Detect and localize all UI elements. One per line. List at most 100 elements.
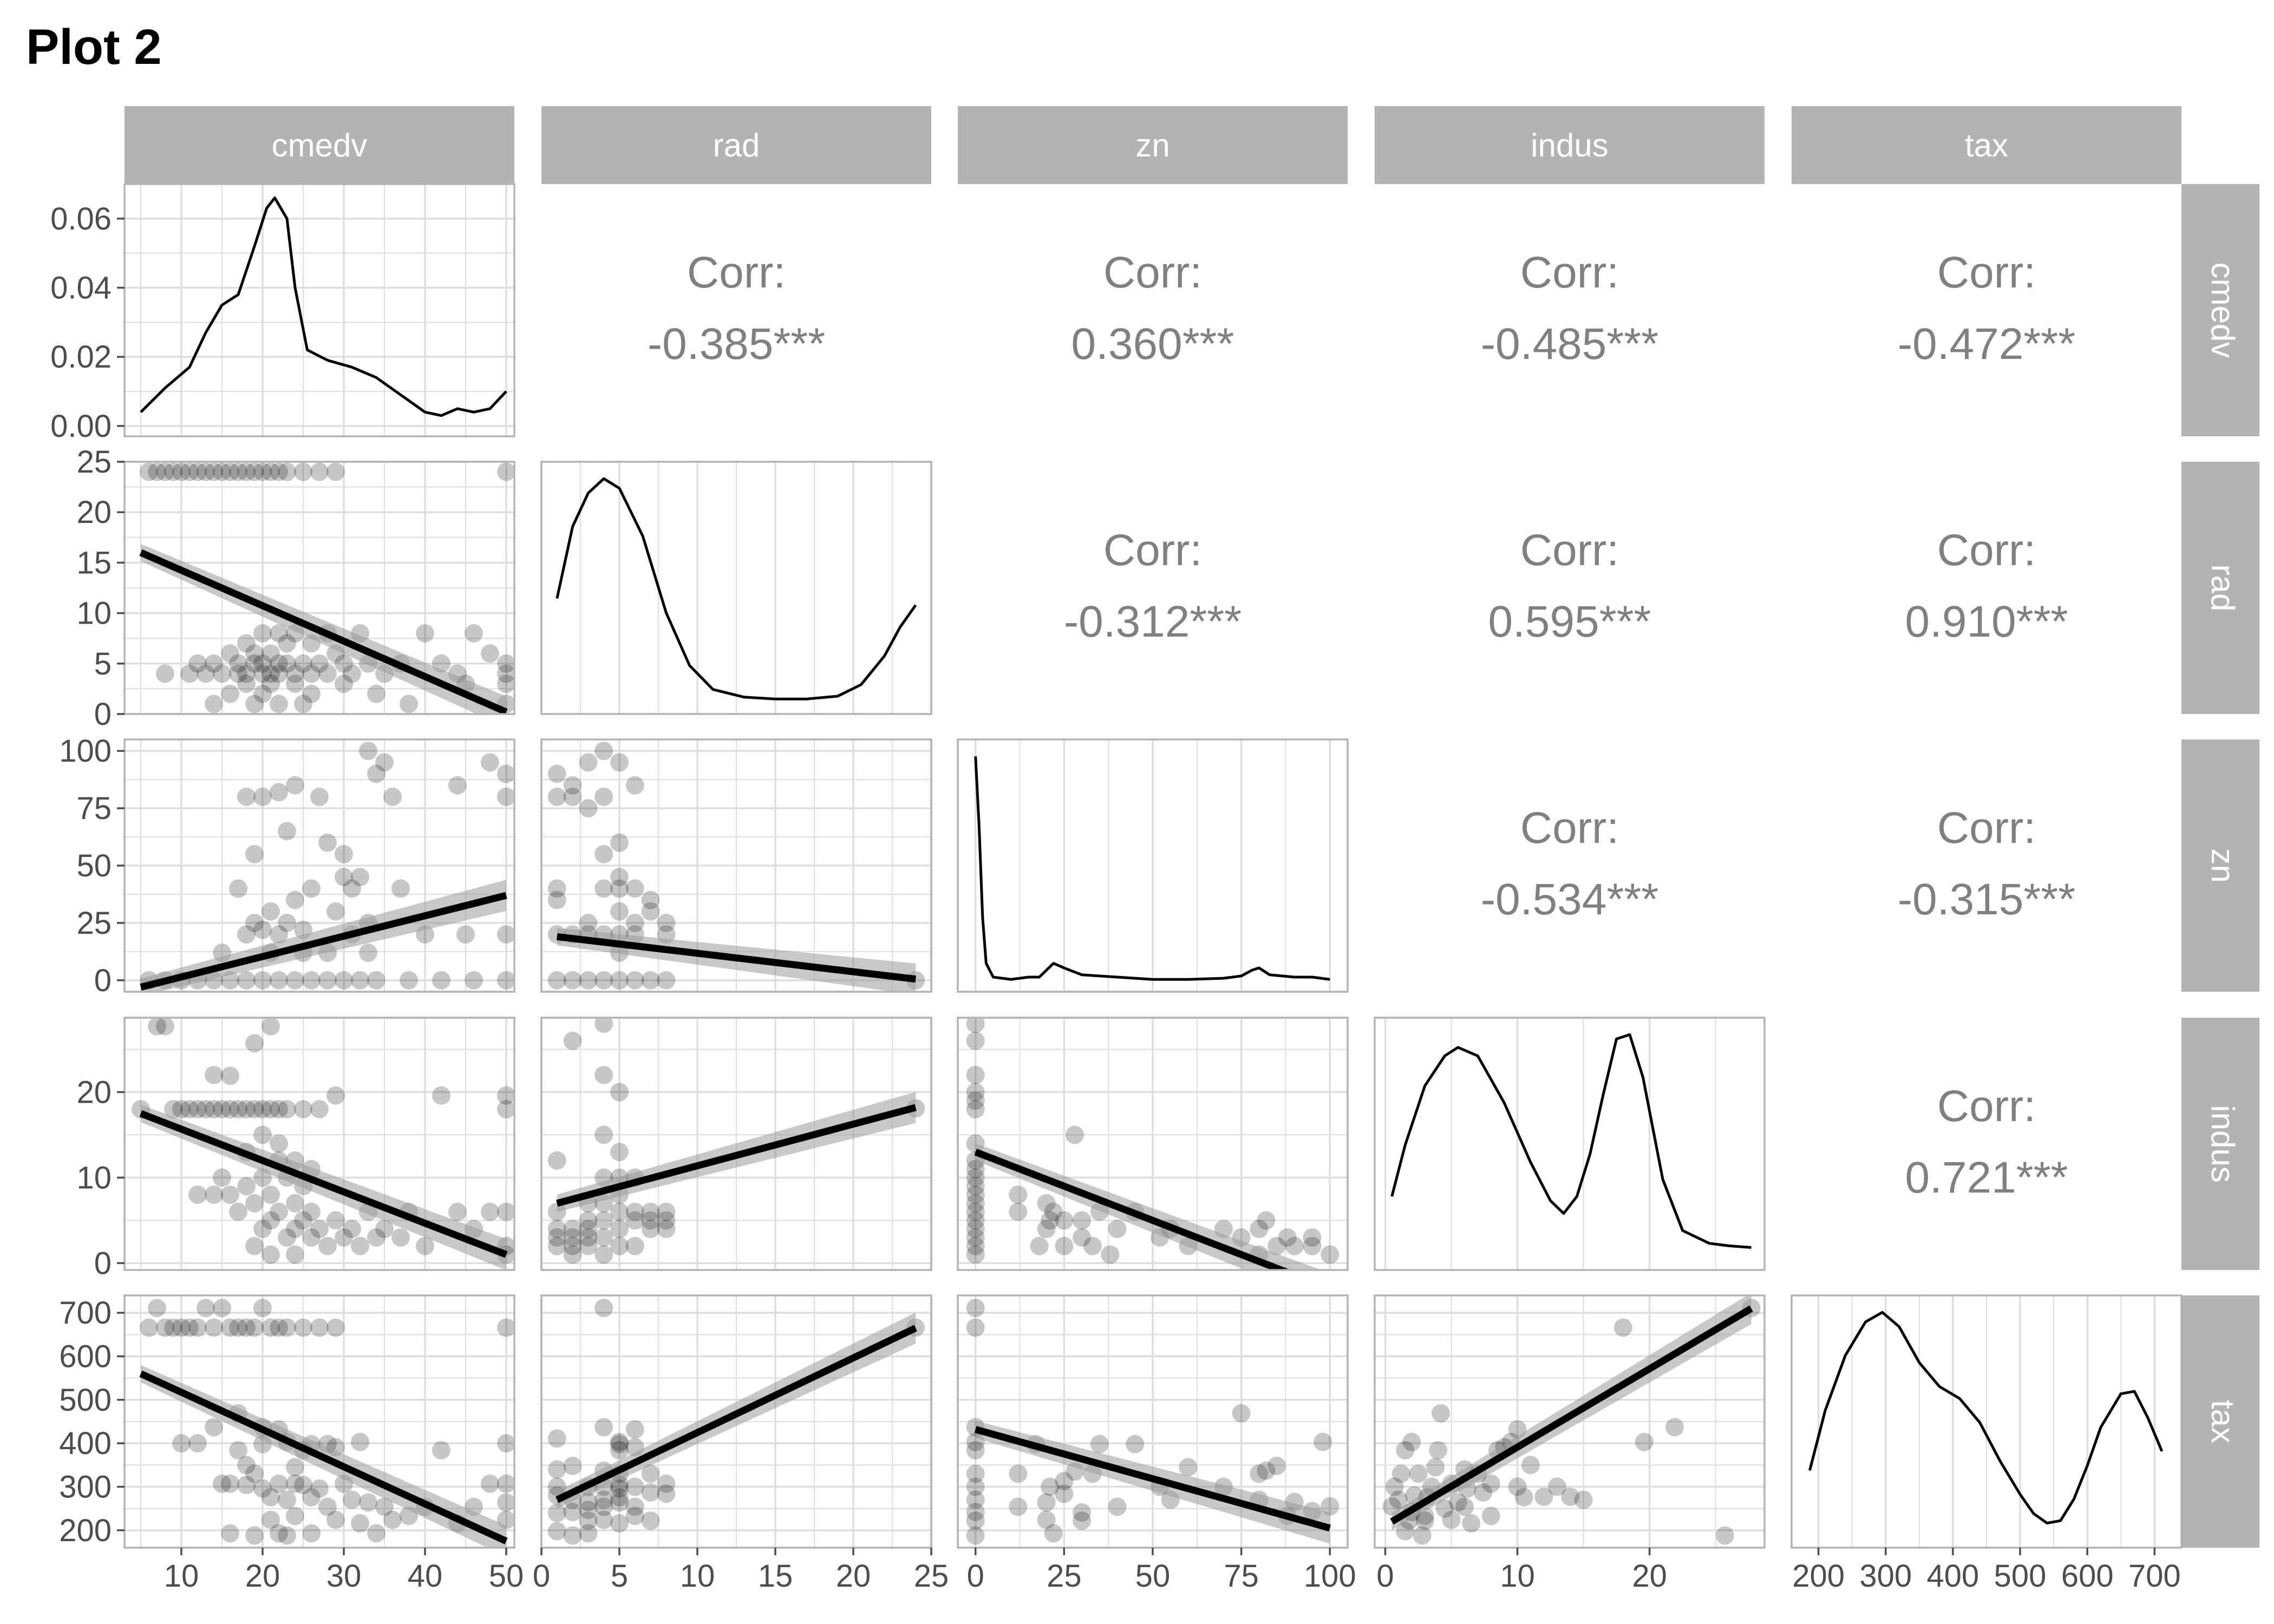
scatter-point bbox=[1055, 1484, 1074, 1503]
scatter-point bbox=[172, 462, 191, 481]
scatter-point bbox=[1413, 1526, 1432, 1545]
scatter-point bbox=[966, 1168, 985, 1187]
scatter-point bbox=[547, 1522, 566, 1541]
scatter-point bbox=[221, 1185, 239, 1204]
x-axis-rad: 0 5 10 15 20 25 bbox=[533, 1548, 949, 1594]
corr-label: Corr: bbox=[1937, 1082, 2036, 1131]
scatter-point bbox=[245, 1100, 264, 1119]
scatter-point bbox=[610, 1220, 629, 1239]
scatter-point bbox=[270, 664, 288, 683]
scatter-point bbox=[465, 971, 483, 990]
strip-layer: cmedv rad zn indus tax cmedv rad zn indus tax bbox=[125, 106, 2259, 1548]
scatter-point bbox=[294, 1100, 312, 1119]
regression-line bbox=[555, 1325, 918, 1503]
scatter-point bbox=[641, 1220, 660, 1239]
regression-line bbox=[140, 892, 507, 991]
scatter-point bbox=[205, 462, 223, 481]
scatter-point bbox=[1009, 1185, 1028, 1204]
scatter-point bbox=[375, 753, 394, 772]
strip-right-tax: tax bbox=[2181, 1295, 2259, 1548]
scatter-point bbox=[610, 1441, 629, 1460]
scatter-point bbox=[245, 654, 264, 673]
confidence-ribbon bbox=[975, 1143, 1322, 1270]
regression-line bbox=[556, 1104, 917, 1207]
corr-value: -0.472*** bbox=[1898, 319, 2075, 369]
scatter-point bbox=[172, 1100, 191, 1119]
scatter-point bbox=[262, 1185, 280, 1204]
scatter-point bbox=[335, 675, 353, 693]
scatter-point bbox=[563, 1456, 582, 1475]
scatter-point bbox=[375, 1497, 394, 1516]
scatter-point bbox=[237, 634, 256, 653]
scatter-point bbox=[1415, 1511, 1434, 1530]
y-tick-label: 0.06 bbox=[50, 201, 112, 237]
scatter-point bbox=[497, 971, 514, 990]
scatter-point bbox=[164, 462, 182, 481]
scatter-point bbox=[657, 1202, 676, 1221]
scatter-point bbox=[197, 1100, 215, 1119]
scatter-point bbox=[1267, 1456, 1286, 1475]
x-tick-label: 0 bbox=[967, 1558, 984, 1594]
panel-rad-rad bbox=[540, 461, 932, 715]
scatter-point bbox=[594, 1211, 613, 1230]
scatter-point bbox=[253, 664, 272, 683]
y-tick-label: 300 bbox=[59, 1470, 112, 1505]
scatter-point bbox=[351, 1514, 369, 1533]
scatter-point bbox=[966, 1177, 985, 1196]
scatter-point bbox=[497, 1434, 514, 1453]
regression-line bbox=[139, 1110, 508, 1258]
scatter-point bbox=[253, 920, 272, 939]
scatter-point bbox=[286, 1507, 304, 1525]
scatter-point bbox=[657, 971, 676, 990]
corr-panel-rad-tax: Corr: 0.910*** bbox=[1905, 526, 2068, 646]
scatter-point bbox=[610, 1493, 629, 1512]
y-tick-label: 75 bbox=[76, 791, 112, 826]
y-axis-tax: 200 300 400 500 600 700 bbox=[59, 1295, 125, 1548]
scatter-point bbox=[367, 1228, 385, 1247]
strip-right-indus: indus bbox=[2181, 1018, 2259, 1270]
scatter-point bbox=[302, 971, 321, 990]
scatter-point bbox=[966, 1318, 985, 1337]
tick-layer: 10 20 30 40 50 0 5 10 15 20 25 0 25 50 75 100 0 10 20 200 30… bbox=[50, 201, 2181, 1594]
scatter-point bbox=[262, 664, 280, 683]
scatter-point bbox=[1030, 1236, 1049, 1255]
scatter-point bbox=[172, 1434, 191, 1453]
scatter-point bbox=[253, 462, 272, 481]
scatter-point bbox=[262, 1318, 280, 1337]
scatter-point bbox=[625, 776, 644, 795]
scatter-point bbox=[1179, 1458, 1198, 1477]
corr-panel-cmedv-zn: Corr: 0.360*** bbox=[1071, 248, 1234, 369]
scatter-point bbox=[579, 1511, 598, 1530]
density-curve-cmedv bbox=[140, 197, 507, 417]
scatter-point bbox=[310, 462, 329, 481]
plot-area bbox=[547, 1018, 925, 1264]
scatter-point bbox=[237, 971, 256, 990]
scatter-point bbox=[326, 902, 345, 921]
scatter-point bbox=[1432, 1404, 1450, 1423]
scatter-point bbox=[367, 684, 385, 703]
scatter-point bbox=[205, 1100, 223, 1119]
scatter-point bbox=[229, 1441, 247, 1460]
scatter-point bbox=[579, 1524, 598, 1543]
scatter-point bbox=[302, 1488, 321, 1507]
scatter-point bbox=[253, 787, 272, 806]
scatter-point bbox=[563, 1236, 582, 1255]
regression-line bbox=[974, 1148, 1291, 1270]
scatter-point bbox=[594, 1018, 613, 1033]
scatter-point bbox=[270, 783, 288, 802]
plot-area bbox=[140, 742, 514, 992]
scatter-point bbox=[310, 1100, 329, 1119]
scatter-point bbox=[343, 1220, 361, 1239]
regression-line bbox=[139, 1370, 508, 1544]
corr-value: -0.385*** bbox=[648, 319, 825, 369]
scatter-point bbox=[270, 1474, 288, 1493]
scatter-point bbox=[253, 971, 272, 990]
strip-top-zn: zn bbox=[958, 106, 1348, 184]
scatter-point bbox=[465, 624, 483, 643]
scatter-point bbox=[245, 1464, 264, 1483]
scatter-point bbox=[625, 1420, 644, 1439]
scatter-point bbox=[197, 664, 215, 683]
scatter-point bbox=[1396, 1522, 1415, 1541]
scatter-point bbox=[262, 644, 280, 663]
panel-zn-cmedv bbox=[123, 738, 515, 993]
